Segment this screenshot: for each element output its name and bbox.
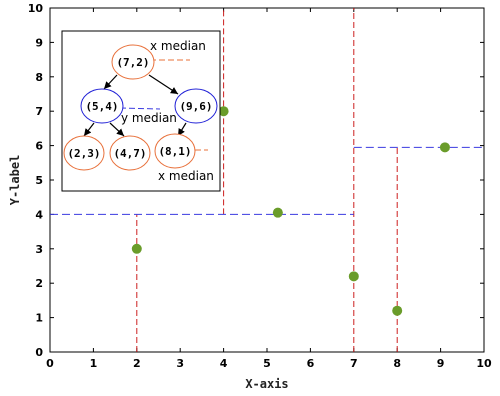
svg-text:(2,3): (2,3) bbox=[67, 147, 100, 160]
tree-node-right: (9,6) bbox=[174, 88, 218, 124]
x-tick-label: 4 bbox=[220, 357, 228, 370]
y-median-dash bbox=[119, 107, 161, 110]
x-tick-label: 5 bbox=[263, 357, 271, 370]
tree-node-right-left: (8,1) bbox=[154, 133, 196, 169]
x-tick-label: 6 bbox=[307, 357, 315, 370]
svg-text:(9,6): (9,6) bbox=[179, 100, 212, 113]
x-tick-label: 2 bbox=[133, 357, 141, 370]
svg-text:(8,1): (8,1) bbox=[158, 145, 191, 158]
y-tick-label: 4 bbox=[35, 208, 43, 221]
x-median-note-bottom: x median bbox=[158, 169, 214, 183]
data-points bbox=[131, 106, 450, 316]
svg-text:(7,2): (7,2) bbox=[116, 56, 149, 69]
tree-edge-left-right bbox=[109, 122, 125, 137]
tree-edge-right-left bbox=[177, 122, 187, 137]
x-tick-label: 7 bbox=[350, 357, 358, 370]
y-tick-label: 10 bbox=[28, 2, 44, 15]
y-tick-label: 2 bbox=[35, 277, 43, 290]
tree-node-left-right: (4,7) bbox=[109, 135, 151, 171]
tree-node-left-left: (2,3) bbox=[63, 135, 105, 171]
x-axis-label: X-axis bbox=[245, 377, 288, 391]
svg-text:(4,7): (4,7) bbox=[113, 147, 146, 160]
y-tick-label: 5 bbox=[35, 174, 43, 187]
y-tick-label: 6 bbox=[35, 140, 43, 153]
y-tick-label: 0 bbox=[35, 346, 43, 359]
y-tick-label: 9 bbox=[35, 36, 43, 49]
svg-text:(5,4): (5,4) bbox=[85, 100, 118, 113]
data-point bbox=[439, 142, 450, 153]
tree-node-left: (5,4) bbox=[80, 88, 124, 124]
x-tick-label: 9 bbox=[437, 357, 445, 370]
x-tick-label: 8 bbox=[393, 357, 401, 370]
x-median-note-top: x median bbox=[150, 39, 206, 53]
x-tick-label: 10 bbox=[476, 357, 492, 370]
y-tick-label: 8 bbox=[35, 71, 43, 84]
tree-node-root: (7,2) bbox=[111, 44, 155, 80]
data-point bbox=[218, 106, 229, 117]
tree-edge-left-left bbox=[83, 122, 95, 137]
tree-edge-root-left bbox=[103, 74, 118, 90]
data-point bbox=[348, 271, 359, 282]
data-point bbox=[131, 243, 142, 254]
x-tick-label: 3 bbox=[176, 357, 184, 370]
y-median-note: y median bbox=[121, 111, 177, 125]
y-tick-label: 3 bbox=[35, 243, 43, 256]
tick-layer: 0 1 2 3 4 5 6 7 8 9 10 0 1 2 3 4 5 6 7 8 9 10 bbox=[28, 2, 492, 370]
x-tick-label: 0 bbox=[46, 357, 54, 370]
tree-edge-root-right bbox=[148, 74, 179, 95]
y-axis-label: Y-label bbox=[8, 155, 22, 206]
data-point bbox=[392, 305, 403, 316]
y-tick-label: 7 bbox=[35, 105, 43, 118]
x-tick-label: 1 bbox=[90, 357, 98, 370]
y-tick-label: 1 bbox=[35, 312, 43, 325]
inset-kd-tree: (7,2) (5,4) (9,6) (2,3) (4,7) (8,1) x me… bbox=[61, 30, 221, 192]
data-point bbox=[272, 207, 283, 218]
